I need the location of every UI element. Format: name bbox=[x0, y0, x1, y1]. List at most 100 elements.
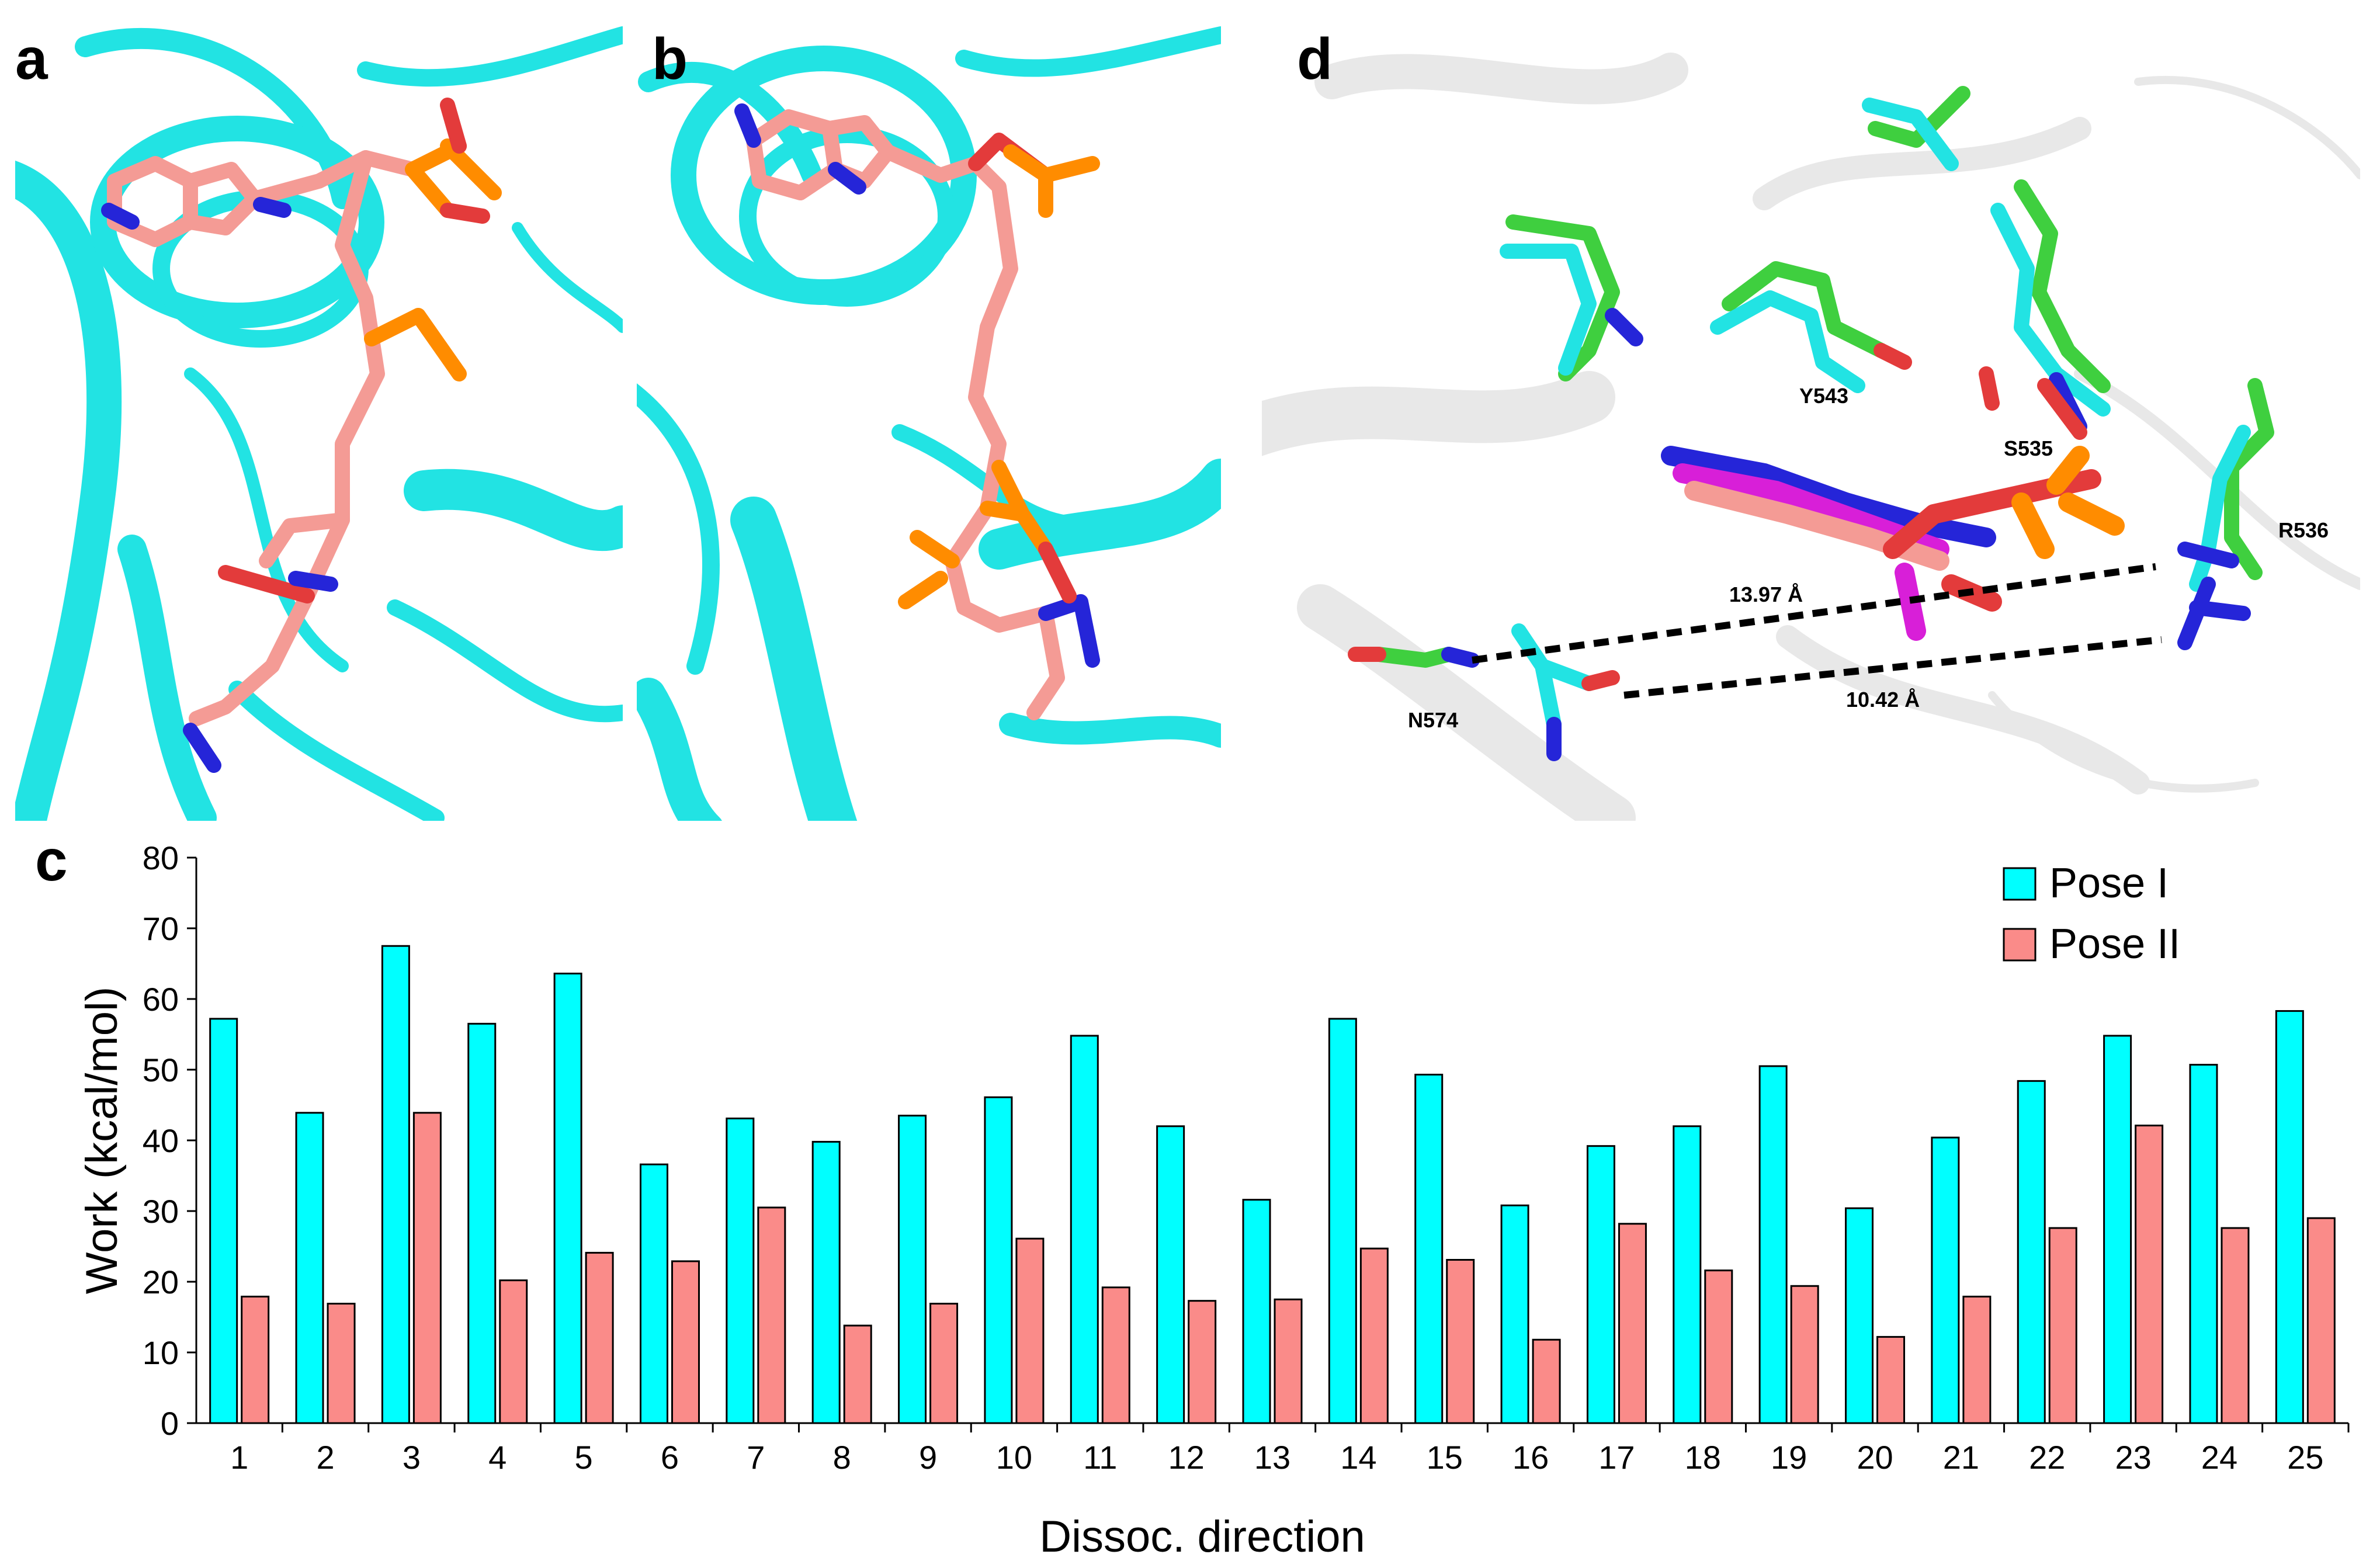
bar-pose-i bbox=[1156, 1125, 1185, 1424]
x-tick-label: 7 bbox=[747, 1439, 765, 1476]
x-tick-label: 2 bbox=[316, 1439, 334, 1476]
panel-a-image bbox=[15, 26, 623, 821]
x-tick-label: 19 bbox=[1771, 1439, 1807, 1476]
bar-pose-ii bbox=[843, 1324, 872, 1424]
x-tick-label: 25 bbox=[2287, 1439, 2323, 1476]
cartoon-ribbon-a bbox=[15, 26, 623, 821]
x-tick-label: 22 bbox=[2029, 1439, 2065, 1476]
bar-pose-ii bbox=[327, 1303, 356, 1424]
bar-pose-ii bbox=[585, 1251, 614, 1424]
bar-pose-ii bbox=[499, 1279, 528, 1424]
y-tick-label: 20 bbox=[143, 1264, 179, 1300]
label-distance-2: 10.42 Å bbox=[1846, 688, 1920, 712]
x-tick-label: 24 bbox=[2201, 1439, 2237, 1476]
residue-labels: Y543 S535 R536 N574 13.97 Å 10.42 Å bbox=[1408, 384, 2329, 732]
bar-pose-ii bbox=[1532, 1338, 1561, 1424]
y-tick-label: 50 bbox=[143, 1052, 179, 1088]
bar-pose-i bbox=[295, 1112, 324, 1424]
gray-cartoon bbox=[1262, 53, 2360, 821]
distance-lines bbox=[1472, 563, 2162, 699]
legend-swatch bbox=[2003, 867, 2037, 901]
bar-pose-ii bbox=[412, 1112, 442, 1424]
x-tick-label: 16 bbox=[1512, 1439, 1549, 1476]
x-tick-label: 14 bbox=[1340, 1439, 1376, 1476]
bar-pose-i bbox=[1931, 1136, 1960, 1424]
label-distance-1: 13.97 Å bbox=[1729, 582, 1803, 606]
x-tick-label: 6 bbox=[661, 1439, 679, 1476]
x-tick-label: 9 bbox=[919, 1439, 937, 1476]
label-n574: N574 bbox=[1408, 708, 1458, 732]
bar-pose-i bbox=[1070, 1035, 1099, 1424]
bar-pose-ii bbox=[1188, 1300, 1217, 1424]
x-tick-label: 1 bbox=[230, 1439, 248, 1476]
cartoon-ribbon-b bbox=[637, 26, 1221, 821]
panel-b-image bbox=[637, 26, 1221, 821]
bar-pose-i bbox=[1758, 1065, 1788, 1424]
bar-pose-i bbox=[639, 1163, 668, 1424]
bar-pose-i bbox=[2017, 1080, 2046, 1424]
bar-pose-i bbox=[1845, 1207, 1874, 1424]
ligand-sticks-a bbox=[101, 98, 502, 773]
bar-pose-ii bbox=[2221, 1227, 2250, 1424]
bar-pose-i bbox=[2275, 1010, 2304, 1424]
bar-pose-i bbox=[726, 1117, 755, 1424]
bar-pose-ii bbox=[1618, 1223, 1647, 1424]
x-tick-label: 3 bbox=[403, 1439, 421, 1476]
label-y543: Y543 bbox=[1799, 384, 1848, 408]
x-tick-label: 20 bbox=[1857, 1439, 1893, 1476]
bar-pose-ii bbox=[757, 1206, 786, 1424]
y-tick-label: 70 bbox=[143, 910, 179, 947]
bar-pose-i bbox=[381, 945, 410, 1424]
bar-pose-i bbox=[984, 1096, 1013, 1424]
bar-pose-ii bbox=[2306, 1217, 2336, 1424]
bar-pose-ii bbox=[671, 1260, 700, 1424]
residue-sticks bbox=[1348, 86, 2274, 761]
bar-pose-ii bbox=[2048, 1227, 2077, 1424]
bar-pose-ii bbox=[1446, 1258, 1475, 1424]
x-tick-label: 17 bbox=[1598, 1439, 1635, 1476]
bar-pose-ii bbox=[1274, 1298, 1303, 1424]
legend-label: Pose II bbox=[2049, 921, 2180, 967]
label-r536: R536 bbox=[2278, 518, 2329, 542]
y-tick-label: 60 bbox=[143, 981, 179, 1018]
bar-pose-ii bbox=[1790, 1285, 1819, 1424]
panel-letter-b: b bbox=[652, 26, 688, 92]
bar-pose-ii bbox=[1101, 1286, 1130, 1424]
x-tick-label: 15 bbox=[1427, 1439, 1463, 1476]
x-tick-label: 8 bbox=[833, 1439, 851, 1476]
bar-pose-i bbox=[1242, 1199, 1271, 1424]
bar-pose-i bbox=[2189, 1064, 2218, 1424]
y-tick-label: 10 bbox=[143, 1334, 179, 1371]
bar-pose-i bbox=[467, 1022, 497, 1424]
x-tick-label: 5 bbox=[575, 1439, 593, 1476]
bar-pose-ii bbox=[1876, 1335, 1906, 1424]
x-tick-label: 13 bbox=[1254, 1439, 1290, 1476]
label-s535: S535 bbox=[2004, 436, 2053, 460]
bar-pose-ii bbox=[241, 1295, 270, 1424]
bar-pose-ii bbox=[1704, 1269, 1733, 1424]
bar-pose-i bbox=[553, 972, 582, 1424]
bar-pose-i bbox=[1500, 1204, 1529, 1424]
bar-pose-ii bbox=[1015, 1237, 1045, 1424]
panel-c-chart: c 0 10 20 30 40 50 60 70 80 1 2 3 4 5 6 7 8 9 10 11 12 13 14 15… bbox=[0, 818, 2373, 1565]
panel-d-image: Y543 S535 R536 N574 13.97 Å 10.42 Å bbox=[1262, 53, 2360, 821]
bar-pose-ii bbox=[1359, 1247, 1389, 1424]
y-tick-label: 30 bbox=[143, 1193, 179, 1230]
ligand-sticks-b bbox=[734, 103, 1100, 720]
panel-b-structure: b bbox=[637, 23, 1221, 821]
bar-pose-i bbox=[1328, 1018, 1357, 1424]
x-tick-label: 18 bbox=[1685, 1439, 1721, 1476]
panel-letter-c: c bbox=[35, 828, 68, 893]
x-axis-label: Dissoc. direction bbox=[1039, 1512, 1365, 1562]
x-tick-label: 23 bbox=[2115, 1439, 2151, 1476]
x-tick-label: 12 bbox=[1168, 1439, 1204, 1476]
bar-pose-i bbox=[811, 1140, 841, 1424]
ligand-overlay bbox=[1661, 446, 2125, 641]
bar-pose-i bbox=[2103, 1035, 2132, 1424]
legend-swatch bbox=[2003, 928, 2037, 962]
panel-letter-a: a bbox=[15, 26, 48, 92]
panel-letter-d: d bbox=[1297, 26, 1333, 92]
y-tick-label: 0 bbox=[161, 1405, 179, 1442]
y-tick-label: 40 bbox=[143, 1122, 179, 1159]
